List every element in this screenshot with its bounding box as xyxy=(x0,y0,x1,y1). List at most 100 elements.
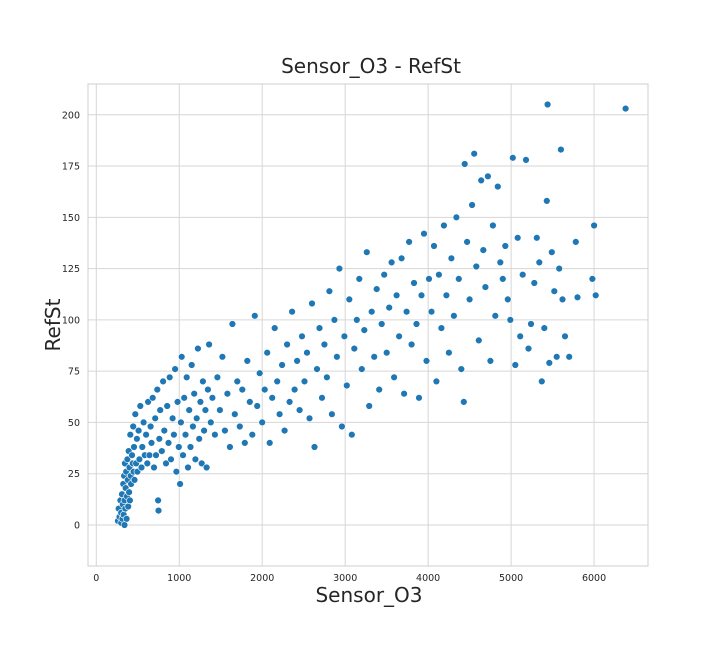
data-point xyxy=(375,385,383,394)
data-point xyxy=(180,394,188,402)
data-point xyxy=(420,230,428,238)
data-point xyxy=(154,496,162,505)
data-point xyxy=(504,295,512,304)
data-point xyxy=(305,414,314,422)
data-point xyxy=(295,406,304,414)
data-point xyxy=(199,377,207,386)
data-point xyxy=(171,365,179,373)
data-point xyxy=(330,316,339,324)
data-point xyxy=(415,394,423,402)
data-point xyxy=(511,361,519,369)
data-points xyxy=(114,100,630,529)
data-point xyxy=(188,361,196,369)
data-point xyxy=(233,377,242,386)
y-tick-label: 150 xyxy=(62,213,80,224)
data-point xyxy=(335,264,344,273)
data-point xyxy=(190,390,198,398)
data-point xyxy=(142,431,150,439)
data-point xyxy=(461,160,469,168)
data-point xyxy=(236,422,244,431)
data-point xyxy=(435,271,443,279)
data-point xyxy=(226,443,234,451)
data-point xyxy=(543,100,552,109)
data-point xyxy=(167,455,175,463)
data-point xyxy=(135,455,144,463)
data-point xyxy=(395,332,403,340)
x-tick-label: 1000 xyxy=(167,573,191,584)
data-point xyxy=(447,254,456,262)
data-point xyxy=(486,357,495,365)
data-point xyxy=(380,271,388,279)
data-point xyxy=(345,295,353,304)
data-point xyxy=(516,332,524,340)
data-point xyxy=(405,238,413,246)
data-point xyxy=(179,451,187,459)
data-point xyxy=(155,435,164,443)
data-point xyxy=(176,480,184,488)
data-point xyxy=(184,463,192,472)
data-point xyxy=(475,336,483,345)
data-point xyxy=(238,385,247,394)
data-point xyxy=(328,410,336,418)
data-point xyxy=(122,515,131,523)
data-point xyxy=(151,414,159,422)
data-point xyxy=(138,443,147,451)
data-point xyxy=(318,394,326,402)
data-point xyxy=(130,476,139,484)
data-point xyxy=(348,431,356,439)
y-tick-label: 125 xyxy=(62,264,80,275)
data-point xyxy=(164,439,173,447)
data-point xyxy=(350,344,358,353)
data-point xyxy=(368,308,376,316)
data-point xyxy=(535,258,543,267)
data-point xyxy=(198,459,206,468)
x-tick-labels: 0 1000 2000 3000 4000 5000 6000 xyxy=(93,573,606,584)
data-point xyxy=(178,353,186,361)
data-point xyxy=(387,258,396,267)
data-point xyxy=(147,439,156,447)
y-tick-label: 0 xyxy=(74,520,80,531)
data-point xyxy=(370,353,378,361)
data-point xyxy=(383,349,391,357)
data-point xyxy=(522,156,530,164)
data-point xyxy=(494,182,502,191)
data-point xyxy=(166,373,174,381)
data-point xyxy=(353,316,361,324)
data-point xyxy=(221,426,229,435)
data-point xyxy=(470,150,478,158)
data-point xyxy=(621,104,630,113)
data-point xyxy=(313,365,321,373)
data-point xyxy=(450,312,458,320)
data-point xyxy=(378,320,386,328)
data-point xyxy=(430,242,438,250)
data-point xyxy=(263,349,271,357)
data-point xyxy=(340,332,349,340)
data-point xyxy=(256,369,264,377)
data-point xyxy=(133,435,141,443)
data-point xyxy=(496,258,504,267)
data-point xyxy=(130,443,138,451)
data-point xyxy=(162,459,170,468)
data-point xyxy=(177,418,185,427)
data-point xyxy=(154,506,163,515)
data-point xyxy=(196,398,205,406)
x-tick-label: 4000 xyxy=(416,573,440,584)
data-point xyxy=(139,418,148,427)
data-point xyxy=(565,353,573,361)
data-point xyxy=(417,291,426,299)
data-point xyxy=(392,291,401,299)
data-point xyxy=(149,394,157,402)
data-point xyxy=(204,385,212,394)
data-point xyxy=(308,299,316,308)
data-point xyxy=(333,353,341,361)
data-point xyxy=(445,349,453,357)
data-point xyxy=(573,293,582,301)
data-point xyxy=(261,385,269,394)
data-point xyxy=(499,275,507,283)
data-point xyxy=(425,275,433,283)
data-point xyxy=(320,340,329,349)
data-point xyxy=(168,414,177,422)
